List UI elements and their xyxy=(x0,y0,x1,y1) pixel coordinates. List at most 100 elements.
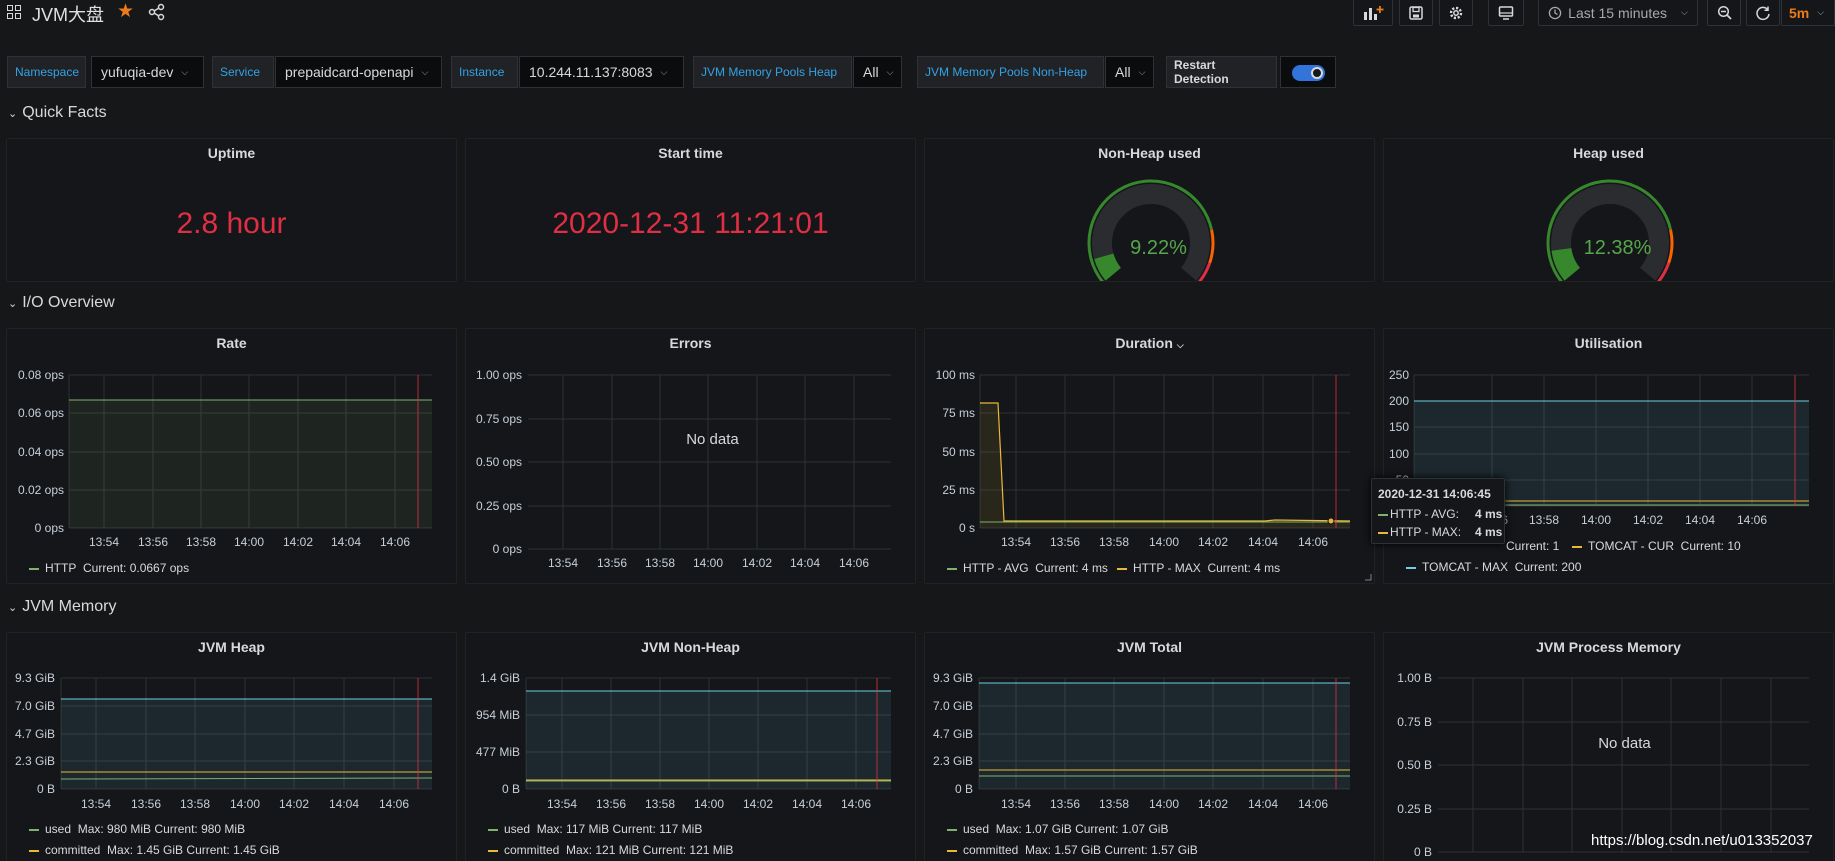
var-value-memory-pools-heap: All xyxy=(863,64,879,80)
add-panel-button[interactable] xyxy=(1353,0,1393,26)
chevron-down-icon: ⌵ xyxy=(181,66,189,77)
row-io-overview[interactable]: ⌄ I/O Overview xyxy=(8,294,115,312)
star-icon[interactable]: ★ xyxy=(117,1,135,22)
x-tick: 14:00 xyxy=(234,535,264,549)
y-tick: 1.4 GiB xyxy=(480,671,520,685)
legend-item[interactable]: TOMCAT - CUR Current: 10 xyxy=(1572,539,1741,553)
no-data-message: No data xyxy=(686,431,739,448)
x-axis: 13:54 13:56 13:58 14:00 14:02 14:04 14:0… xyxy=(547,797,871,811)
dashboard-settings-button[interactable] xyxy=(1439,0,1473,26)
var-select-namespace[interactable]: yufuqia-dev ⌵ xyxy=(91,56,204,88)
y-tick: 4.7 GiB xyxy=(15,727,55,741)
x-tick: 14:02 xyxy=(283,535,313,549)
panel-title: JVM Heap xyxy=(198,639,265,655)
x-tick: 14:00 xyxy=(1149,797,1179,811)
y-tick: 0.75 B xyxy=(1397,715,1432,729)
panel-title: Uptime xyxy=(207,145,256,161)
y-tick: 0.25 B xyxy=(1397,802,1432,816)
time-range-picker[interactable]: Last 15 minutes ⌵ xyxy=(1538,0,1698,26)
zoom-out-button[interactable] xyxy=(1707,0,1741,26)
legend-item[interactable]: committed Max: 1.57 GiB Current: 1.57 Gi… xyxy=(947,843,1198,857)
dashboards-grid-icon[interactable] xyxy=(7,5,22,20)
y-tick: 9.3 GiB xyxy=(15,671,55,685)
panel-rate[interactable]: Rate 0.08 ops 0.06 ops 0.04 ops 0.02 ops… xyxy=(6,328,457,584)
graph-jvm-heap[interactable]: 9.3 GiB 7.0 GiB 4.7 GiB 2.3 GiB 0 B 13:5… xyxy=(7,633,457,813)
panel-heap-used[interactable]: Heap used 12.38% xyxy=(1383,138,1834,282)
legend-item[interactable]: used Max: 1.07 GiB Current: 1.07 GiB xyxy=(947,822,1168,836)
chevron-down-icon: ⌵ xyxy=(1681,7,1688,17)
refresh-button[interactable] xyxy=(1746,0,1780,26)
row-quick-facts[interactable]: ⌄ Quick Facts xyxy=(8,104,107,122)
y-tick: 25 ms xyxy=(942,483,975,497)
panel-jvm-heap[interactable]: JVM Heap 9.3 GiB 7.0 GiB 4.7 GiB 2.3 GiB… xyxy=(6,632,457,861)
panel-uptime[interactable]: Uptime 2.8 hour xyxy=(6,138,457,282)
legend-item[interactable]: used Max: 117 MiB Current: 117 MiB xyxy=(488,822,702,836)
x-tick: 13:56 xyxy=(138,535,168,549)
x-tick: 13:58 xyxy=(180,797,210,811)
graph-errors[interactable]: 1.00 ops 0.75 ops 0.50 ops 0.25 ops 0 op… xyxy=(466,329,916,569)
legend-item[interactable]: HTTP - MAX Current: 4 ms xyxy=(1117,561,1280,575)
y-tick: 4.7 GiB xyxy=(933,727,973,741)
share-icon[interactable] xyxy=(148,3,166,21)
dashboard-title[interactable]: JVM大盘 xyxy=(32,5,104,25)
panel-jvm-total[interactable]: JVM Total 9.3 GiB 7.0 GiB 4.7 GiB 2.3 Gi… xyxy=(924,632,1375,861)
no-data-message: No data xyxy=(1598,735,1651,752)
panel-start-time[interactable]: Start time 2020-12-31 11:21:01 xyxy=(465,138,916,282)
legend-item[interactable]: committed Max: 1.45 GiB Current: 1.45 Gi… xyxy=(29,843,280,857)
y-tick: 100 ms xyxy=(936,368,975,382)
gauge-threshold-red xyxy=(1657,262,1671,281)
graph-jvm-process-memory[interactable]: 1.00 B 0.75 B 0.50 B 0.25 B 0 B xyxy=(1384,633,1834,861)
var-select-service[interactable]: prepaidcard-openapi ⌵ xyxy=(275,56,442,88)
refresh-interval-picker[interactable]: 5m ⌵ xyxy=(1781,0,1835,26)
top-bar: JVM大盘 ★ Last 15 minutes ⌵ 5m ⌵ xyxy=(0,0,1835,26)
var-select-memory-pools-heap[interactable]: All ⌵ xyxy=(853,56,902,88)
x-axis: 13:54 13:56 13:58 14:00 14:02 14:04 14:0… xyxy=(81,797,409,811)
graph-rate[interactable]: 0.08 ops 0.06 ops 0.04 ops 0.02 ops 0 op… xyxy=(7,329,457,559)
restart-detection-toggle[interactable] xyxy=(1280,56,1336,88)
panel-errors[interactable]: Errors 1.00 ops 0.75 ops 0.50 ops 0.25 o… xyxy=(465,328,916,584)
tv-mode-button[interactable] xyxy=(1488,0,1524,26)
x-tick: 14:02 xyxy=(279,797,309,811)
y-tick: 150 xyxy=(1389,420,1409,434)
save-dashboard-button[interactable] xyxy=(1399,0,1433,26)
resize-handle-icon[interactable] xyxy=(1365,574,1372,581)
x-tick: 14:04 xyxy=(792,797,822,811)
y-tick: 2.3 GiB xyxy=(15,754,55,768)
var-label-instance: Instance xyxy=(451,56,518,88)
legend-item[interactable]: HTTP Current: 0.0667 ops xyxy=(29,561,189,575)
row-title-quick-facts: Quick Facts xyxy=(22,104,107,121)
var-select-memory-pools-non-heap[interactable]: All ⌵ xyxy=(1105,56,1154,88)
row-jvm-memory[interactable]: ⌄ JVM Memory xyxy=(8,598,116,616)
panel-duration[interactable]: Duration ⌵ 100 ms 75 ms 50 ms 25 ms 0 s … xyxy=(924,328,1375,584)
legend-item[interactable]: TOMCAT - MAX Current: 200 xyxy=(1406,560,1581,574)
legend-item[interactable]: used Max: 980 MiB Current: 980 MiB xyxy=(29,822,245,836)
x-tick: 14:04 xyxy=(1248,797,1278,811)
var-select-instance[interactable]: 10.244.11.137:8083 ⌵ xyxy=(519,56,684,88)
gauge-track xyxy=(1551,184,1669,281)
var-label-memory-pools-non-heap: JVM Memory Pools Non-Heap xyxy=(917,56,1104,88)
panel-title-text: Duration xyxy=(1115,335,1173,351)
panel-utilisation[interactable]: Utilisation 250 200 150 100 50 0 :56 13:… xyxy=(1383,328,1834,584)
graph-jvm-total[interactable]: 9.3 GiB 7.0 GiB 4.7 GiB 2.3 GiB 0 B 13:5… xyxy=(925,633,1375,813)
row-title-jvm-memory: JVM Memory xyxy=(22,598,117,615)
panel-jvm-non-heap[interactable]: JVM Non-Heap 1.4 GiB 954 MiB 477 MiB 0 B… xyxy=(465,632,916,861)
x-tick: 14:04 xyxy=(1685,513,1715,527)
panel-jvm-process-memory[interactable]: JVM Process Memory 1.00 B 0.75 B 0.50 B … xyxy=(1383,632,1834,861)
panel-title[interactable]: Duration ⌵ xyxy=(925,335,1374,351)
panel-title: Rate xyxy=(216,335,247,351)
legend-item[interactable]: HTTP - AVG Current: 4 ms xyxy=(947,561,1108,575)
graph-jvm-non-heap[interactable]: 1.4 GiB 954 MiB 477 MiB 0 B 13:54 13:56 … xyxy=(466,633,916,813)
panel-non-heap-used[interactable]: Non-Heap used 9.22% xyxy=(924,138,1375,282)
legend-item[interactable]: Current: 1 xyxy=(1506,539,1560,553)
legend-item[interactable]: committed Max: 121 MiB Current: 121 MiB xyxy=(488,843,733,857)
x-tick: 13:56 xyxy=(596,797,626,811)
y-tick: 0.50 B xyxy=(1397,758,1432,772)
gauge-value: 9.22% xyxy=(1130,237,1187,259)
var-value-namespace: yufuqia-dev xyxy=(101,64,174,80)
panel-title: Utilisation xyxy=(1574,335,1643,351)
x-tick: 13:58 xyxy=(645,797,675,811)
y-tick: 250 xyxy=(1389,368,1409,382)
graph-duration[interactable]: 100 ms 75 ms 50 ms 25 ms 0 s 13:54 13:56… xyxy=(925,329,1375,559)
x-tick: 13:54 xyxy=(89,535,119,549)
gauge-track xyxy=(1092,184,1210,281)
